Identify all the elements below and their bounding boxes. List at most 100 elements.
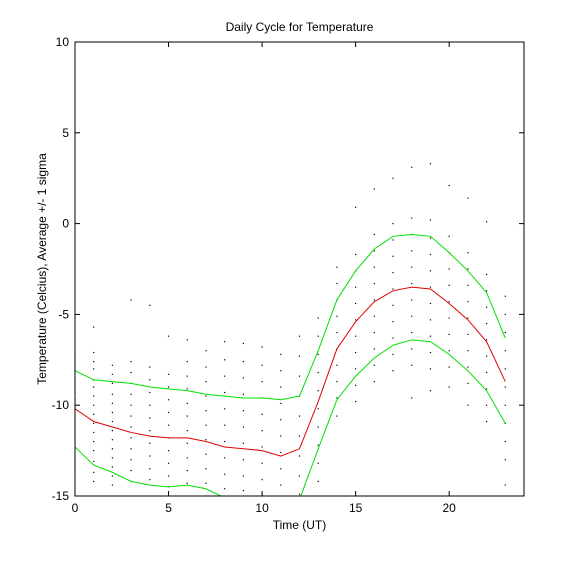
scatter-point [149, 366, 151, 368]
scatter-point [485, 221, 488, 223]
chart-title: Daily Cycle for Temperature [226, 20, 374, 34]
scatter-point [448, 317, 450, 319]
scatter-point [242, 426, 244, 428]
scatter-point [429, 335, 432, 337]
scatter-point [317, 480, 319, 483]
scatter-point [167, 335, 170, 337]
scatter-point [336, 282, 338, 285]
scatter-point [261, 479, 263, 481]
scatter-point [280, 370, 282, 372]
scatter-point [130, 448, 132, 450]
y-tick-label: 5 [62, 126, 69, 140]
scatter-point [467, 284, 469, 286]
scatter-point [130, 415, 132, 417]
scatter-point [373, 188, 375, 190]
scatter-point [93, 361, 95, 363]
scatter-point [111, 364, 114, 366]
x-tick-label: 5 [165, 501, 172, 515]
scatter-point [504, 386, 506, 388]
scatter-point [467, 252, 469, 254]
scatter-point [411, 299, 413, 301]
scatter-point [504, 350, 506, 352]
y-axis: -15 -10 -5 0 5 10 [52, 35, 524, 503]
scatter-point [93, 422, 95, 424]
scatter-point [111, 439, 114, 441]
scatter-point [93, 351, 95, 354]
scatter-point [429, 390, 432, 392]
scatter-point [93, 386, 95, 388]
scatter-point [298, 415, 301, 417]
scatter-point [186, 457, 188, 459]
scatter-point [336, 380, 338, 383]
scatter-point [130, 393, 132, 395]
scatter-point [373, 364, 375, 366]
scatter-point [111, 382, 114, 385]
scatter-point [280, 402, 282, 404]
scatter-point [504, 484, 506, 486]
scatter-point [448, 333, 450, 335]
scatter-point [224, 391, 226, 394]
scatter-point [467, 317, 469, 319]
scatter-point [317, 371, 319, 374]
scatter-point [429, 270, 432, 272]
scatter-layer [75, 163, 506, 496]
scatter-point [485, 420, 488, 423]
scatter-point [485, 371, 488, 374]
scatter-point [149, 430, 151, 432]
scatter-point [205, 350, 207, 352]
scatter-point [504, 422, 506, 424]
scatter-point [317, 390, 319, 392]
x-axis: 0 5 10 15 20 [72, 42, 456, 515]
scatter-point [93, 395, 95, 397]
scatter-point [355, 335, 357, 337]
scatter-point [224, 341, 226, 343]
scatter-point [93, 413, 95, 415]
mean-line [75, 286, 506, 457]
x-tick-label: 15 [349, 501, 363, 515]
scatter-point [224, 359, 226, 361]
scatter-point [93, 326, 95, 328]
scatter-point [392, 321, 394, 323]
scatter-point [130, 404, 132, 406]
scatter-point [186, 430, 188, 432]
scatter-point [411, 166, 413, 168]
scatter-point [485, 404, 488, 406]
scatter-point [392, 304, 394, 306]
scatter-point [448, 350, 450, 352]
scatter-point [429, 237, 432, 239]
scatter-point [298, 355, 301, 357]
scatter-point [485, 339, 488, 341]
y-tick-label: -15 [52, 489, 70, 503]
scatter-point [242, 475, 244, 477]
scatter-point [261, 446, 263, 448]
scatter-point [280, 386, 282, 388]
scatter-point [448, 268, 450, 270]
scatter-point [467, 268, 469, 270]
scatter-point [261, 413, 263, 415]
scatter-point [261, 380, 263, 383]
scatter-point [111, 466, 114, 468]
scatter-point [392, 272, 394, 274]
scatter-point [411, 348, 413, 350]
scatter-point [111, 457, 114, 459]
scatter-point [261, 346, 263, 348]
scatter-point [186, 442, 188, 444]
scatter-point [373, 266, 375, 268]
scatter-point [411, 217, 413, 219]
scatter-point [485, 388, 488, 390]
scatter-point [392, 255, 394, 257]
scatter-point [93, 440, 95, 443]
scatter-point [411, 266, 413, 268]
y-tick-label: -10 [52, 398, 70, 412]
scatter-point [111, 402, 114, 404]
scatter-point [242, 393, 244, 395]
scatter-point [224, 488, 226, 490]
scatter-point [261, 462, 263, 464]
scatter-point [373, 315, 375, 317]
scatter-point [149, 479, 151, 481]
scatter-point [448, 235, 450, 237]
scatter-point [224, 375, 226, 377]
lower-sigma-line [75, 339, 506, 496]
scatter-point [355, 253, 357, 256]
